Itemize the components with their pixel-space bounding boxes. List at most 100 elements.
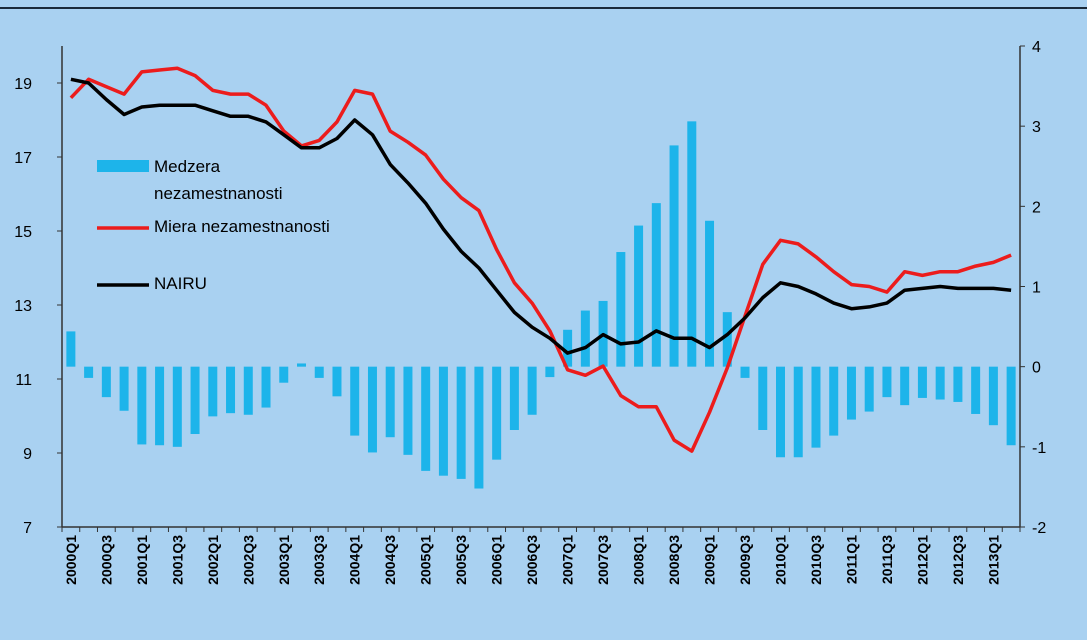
bar — [190, 366, 200, 435]
x-tick-label: 2006Q3 — [524, 535, 540, 585]
bar — [882, 366, 892, 398]
x-tick-label: 2001Q3 — [169, 535, 185, 585]
bar — [155, 366, 165, 446]
bar — [297, 363, 306, 367]
bar — [279, 366, 289, 383]
y-tick-label: 13 — [14, 298, 32, 315]
bar — [367, 366, 377, 453]
bar — [509, 366, 519, 430]
bar — [438, 366, 448, 476]
x-tick-label: 2000Q1 — [63, 535, 79, 585]
y-tick-label: 7 — [23, 520, 32, 537]
x-tick-label: 2003Q3 — [311, 535, 327, 585]
bar — [545, 366, 555, 378]
x-tick-label: 2012Q1 — [914, 535, 930, 585]
bar — [456, 366, 466, 479]
bar — [900, 366, 910, 406]
bar — [580, 310, 590, 367]
bar — [776, 366, 785, 458]
bar — [314, 366, 324, 378]
x-tick-label: 2007Q1 — [560, 535, 576, 585]
bar — [616, 252, 626, 367]
bar — [527, 366, 537, 415]
x-tick-label: 2004Q1 — [347, 535, 363, 585]
bar — [634, 225, 644, 367]
bar — [669, 145, 679, 367]
bar — [811, 366, 821, 448]
bar — [119, 366, 129, 411]
legend-label: NAIRU — [154, 274, 207, 293]
x-tick-label: 2007Q3 — [595, 535, 611, 585]
x-tick-label: 2010Q1 — [773, 535, 789, 585]
x-tick-label: 2005Q1 — [418, 535, 434, 585]
bar — [722, 312, 732, 367]
x-tick-label: 2005Q3 — [453, 535, 469, 585]
y-tick-label: 9 — [23, 446, 32, 463]
bar — [350, 366, 360, 436]
x-tick-label: 2008Q3 — [666, 535, 682, 585]
bar — [651, 203, 661, 367]
x-tick-label: 2002Q1 — [205, 535, 221, 585]
bar — [953, 366, 963, 402]
bar — [385, 366, 395, 438]
x-tick-label: 2006Q1 — [489, 535, 505, 585]
bar — [137, 366, 147, 445]
y2-tick-label: 1 — [1032, 280, 1041, 297]
bar — [971, 366, 981, 414]
bar — [793, 366, 803, 458]
x-tick-label: 2010Q3 — [808, 535, 824, 585]
y2-tick-label: 4 — [1032, 39, 1041, 56]
bar — [758, 366, 768, 430]
bar — [84, 366, 94, 378]
y-tick-label: 17 — [14, 150, 32, 167]
y2-tick-label: -1 — [1032, 440, 1046, 457]
x-tick-label: 2011Q3 — [879, 535, 895, 584]
bar — [917, 366, 927, 398]
bar — [243, 366, 253, 415]
bar — [988, 366, 998, 426]
legend-label: Miera nezamestnanosti — [154, 217, 330, 236]
bar — [935, 366, 945, 400]
bar — [492, 366, 502, 460]
y-tick-label: 15 — [14, 224, 32, 241]
legend-swatch — [97, 160, 149, 172]
bar — [208, 366, 218, 417]
y-tick-label: 19 — [14, 76, 32, 93]
x-tick-label: 2009Q3 — [737, 535, 753, 585]
bar — [421, 366, 431, 471]
x-tick-label: 2009Q1 — [702, 535, 718, 585]
x-tick-label: 2011Q1 — [843, 535, 859, 584]
x-tick-label: 2002Q3 — [240, 535, 256, 585]
x-tick-label: 2004Q3 — [382, 535, 398, 585]
bar — [332, 366, 342, 397]
y2-tick-label: 0 — [1032, 360, 1041, 377]
bar — [563, 329, 573, 367]
bar — [1006, 366, 1016, 446]
x-tick-label: 2003Q1 — [276, 535, 292, 585]
y2-tick-label: -2 — [1032, 520, 1046, 537]
line — [69, 66, 1012, 453]
bar — [829, 366, 839, 436]
x-tick-label: 2001Q1 — [134, 535, 150, 585]
bar — [66, 331, 76, 367]
bar — [474, 366, 484, 489]
x-tick-label: 2000Q3 — [98, 535, 114, 585]
y2-tick-label: 2 — [1032, 199, 1041, 216]
bar — [403, 366, 413, 455]
bar — [101, 366, 111, 398]
y-tick-label: 11 — [15, 372, 32, 389]
line — [70, 77, 1012, 355]
bar — [261, 366, 271, 408]
bar — [864, 366, 874, 412]
bar — [846, 366, 856, 420]
bar — [740, 366, 750, 378]
y2-tick-label: 3 — [1032, 119, 1041, 136]
x-tick-label: 2008Q1 — [631, 535, 647, 585]
x-tick-label: 2012Q3 — [950, 535, 966, 585]
legend-label: Medzera nezamestnanosti — [154, 157, 283, 203]
bar — [687, 121, 697, 367]
x-tick-label: 2013Q1 — [985, 535, 1001, 585]
bar — [705, 220, 715, 367]
